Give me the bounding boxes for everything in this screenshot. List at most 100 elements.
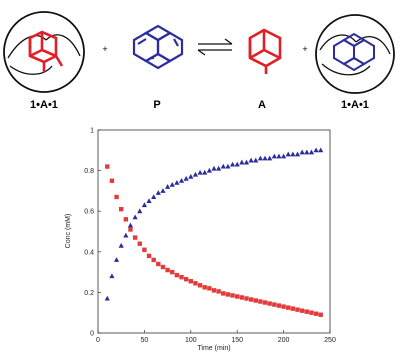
- plot-frame: [97, 129, 331, 334]
- data-point-square: [318, 312, 323, 317]
- data-point-triangle: [243, 159, 250, 165]
- data-point-triangle: [197, 169, 203, 175]
- x-tick-label: 150: [231, 337, 243, 344]
- data-point-square: [309, 310, 314, 315]
- x-tick-label: 200: [278, 337, 290, 344]
- data-point-square: [174, 272, 180, 278]
- data-point-square: [313, 311, 319, 316]
- data-point-square: [137, 241, 142, 246]
- data-point-triangle: [155, 190, 161, 195]
- data-point-triangle: [248, 157, 254, 163]
- data-point-triangle: [220, 163, 226, 169]
- data-point-square: [248, 297, 254, 302]
- y-tick-label: 0.2: [84, 290, 94, 297]
- data-point-triangle: [169, 182, 175, 187]
- data-point-triangle: [225, 163, 231, 169]
- guest-a-label: A: [258, 99, 266, 111]
- data-point-square: [281, 304, 286, 309]
- data-point-square: [225, 292, 231, 297]
- capsule-with-adamantane-icon: [3, 11, 85, 93]
- data-point-square: [170, 269, 175, 275]
- data-point-triangle: [188, 173, 194, 179]
- data-point-triangle: [206, 167, 212, 173]
- data-point-square: [160, 264, 166, 270]
- data-point-triangle: [123, 232, 129, 238]
- data-point-triangle: [257, 155, 263, 161]
- data-point-square: [290, 306, 296, 311]
- data-point-square: [272, 302, 277, 307]
- data-point-square: [286, 305, 291, 310]
- data-point-square: [128, 227, 133, 232]
- data-point-square: [202, 285, 207, 290]
- data-point-square: [304, 309, 309, 314]
- y-tick-label: 0.8: [84, 168, 94, 175]
- data-point-triangle: [141, 202, 147, 208]
- data-point-triangle: [118, 242, 124, 248]
- data-point-square: [146, 253, 152, 259]
- data-point-triangle: [229, 161, 236, 167]
- equilibrium-arrows-icon: [197, 38, 233, 56]
- reaction-scheme: 1•A•1 + P A + 1: [3, 11, 395, 111]
- pyrene-icon: [132, 24, 184, 70]
- data-point-square: [142, 247, 147, 252]
- data-point-triangle: [234, 161, 240, 167]
- y-tick-label: 0: [90, 331, 94, 338]
- data-point-square: [258, 299, 263, 304]
- data-point-triangle: [202, 169, 208, 175]
- data-point-square: [114, 194, 119, 200]
- data-point-triangle: [271, 153, 277, 159]
- complex-left-label: 1•A•1: [30, 99, 58, 111]
- plus-sign-1: +: [102, 44, 107, 54]
- data-point-triangle: [137, 208, 143, 214]
- capsule-with-pyrene-icon: [315, 14, 395, 94]
- data-point-triangle: [183, 175, 189, 181]
- data-point-triangle: [165, 184, 171, 189]
- y-axis-label: Conc (mM): [65, 214, 72, 249]
- data-point-square: [179, 274, 184, 280]
- data-point-triangle: [127, 222, 134, 228]
- kinetics-chart: 0 50 100 150 200 250 0 0.2 0.4 0.6 0.8 1 Time (min…: [65, 128, 336, 353]
- guest-p-label: P: [153, 99, 160, 111]
- data-point-square: [109, 178, 115, 183]
- data-point-triangle: [151, 194, 157, 199]
- data-point-square: [253, 298, 258, 303]
- adamantane-icon: [248, 28, 282, 74]
- data-point-triangle: [178, 177, 185, 183]
- data-point-triangle: [174, 179, 180, 185]
- data-point-triangle: [276, 153, 282, 159]
- data-point-triangle: [239, 159, 245, 165]
- data-point-triangle: [299, 149, 305, 155]
- x-axis-label: Time (min): [197, 345, 230, 352]
- x-tick-label: 50: [141, 337, 149, 344]
- plus-sign-2: +: [302, 44, 307, 54]
- data-point-triangle: [262, 155, 268, 161]
- y-tick-label: 1: [90, 128, 94, 135]
- data-point-triangle: [146, 198, 152, 204]
- x-tick-label: 250: [324, 337, 336, 344]
- data-point-triangle: [294, 151, 301, 157]
- data-point-square: [295, 307, 300, 312]
- data-point-square: [105, 164, 110, 169]
- data-point-square: [207, 286, 212, 291]
- data-point-triangle: [113, 257, 120, 262]
- data-point-square: [239, 295, 245, 300]
- data-point-square: [193, 281, 198, 286]
- data-point-triangle: [308, 149, 315, 155]
- data-point-square: [230, 293, 235, 298]
- data-point-square: [262, 300, 268, 305]
- data-point-triangle: [318, 147, 324, 153]
- data-point-square: [119, 206, 124, 212]
- data-point-square: [235, 294, 240, 299]
- data-point-square: [123, 217, 129, 222]
- data-point-triangle: [192, 171, 199, 177]
- data-point-triangle: [290, 151, 296, 157]
- data-point-square: [188, 279, 193, 284]
- data-point-square: [183, 277, 189, 282]
- data-point-square: [156, 261, 161, 267]
- data-point-square: [132, 235, 138, 240]
- data-point-square: [151, 257, 156, 263]
- y-tick-label: 0.6: [84, 209, 94, 216]
- data-point-triangle: [109, 273, 115, 279]
- data-point-square: [211, 288, 217, 293]
- data-point-triangle: [281, 153, 287, 159]
